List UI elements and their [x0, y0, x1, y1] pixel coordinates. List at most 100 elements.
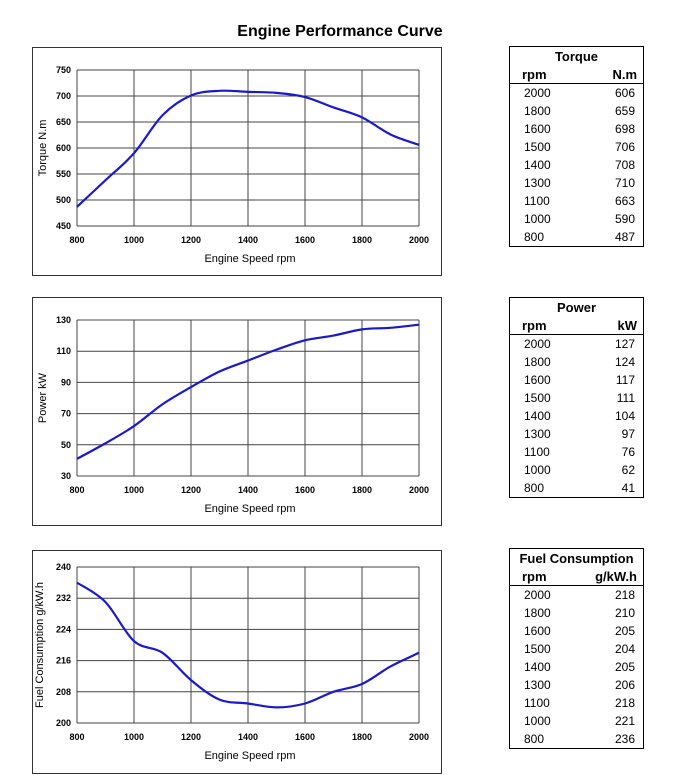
power-chart: 800 1000 1200 1400 1600 1800 2000 30 50 70 90 110 13… — [32, 297, 442, 526]
y-tick-label: 450 — [56, 221, 71, 231]
x-tick-label: 800 — [69, 732, 84, 742]
rpm-cell: 1400 — [524, 158, 551, 172]
value-cell: 206 — [614, 678, 635, 692]
x-tick-label: 1600 — [295, 485, 315, 495]
y-tick-label: 700 — [56, 91, 71, 101]
value-cell: 218 — [614, 588, 635, 602]
x-tick-label: 1000 — [124, 732, 144, 742]
y-tick-label: 600 — [56, 143, 71, 153]
table-row: 1100 218 — [510, 694, 643, 712]
value-cell: 487 — [614, 230, 635, 244]
table-header: Torque rpm N.m — [510, 47, 643, 84]
value-cell: 205 — [614, 660, 635, 674]
x-tick-label: 2000 — [409, 235, 429, 245]
value-cell: 710 — [614, 176, 635, 190]
y-axis-label: Torque N.m — [37, 120, 49, 177]
page-title: Engine Performance Curve — [237, 23, 443, 40]
rpm-cell: 2000 — [524, 86, 551, 100]
value-cell: 221 — [614, 714, 635, 728]
value-cell: 663 — [614, 194, 635, 208]
y-tick-label: 240 — [56, 562, 71, 572]
x-tick-label: 2000 — [409, 732, 429, 742]
table-row: 1500 706 — [510, 138, 643, 156]
value-cell: 41 — [621, 481, 635, 495]
table-title: Power — [556, 300, 596, 315]
torque-chart: 800 1000 1200 1400 1600 1800 2000 450 500 550 600 6… — [32, 47, 442, 276]
rpm-cell: 1100 — [524, 445, 550, 459]
table-row: 1300 710 — [510, 174, 643, 192]
y-tick-label: 550 — [56, 169, 71, 179]
value-cell: 659 — [614, 104, 635, 118]
y-tick-label: 650 — [56, 117, 71, 127]
y-tick-label: 750 — [56, 65, 71, 75]
value-cell: 111 — [616, 391, 635, 405]
y-tick-label: 208 — [56, 687, 71, 697]
value-cell: 708 — [614, 158, 635, 172]
x-tick-label: 1800 — [352, 732, 372, 742]
value-cell: 590 — [614, 212, 635, 226]
x-tick-label: 1400 — [238, 235, 258, 245]
column-header-value: N.m — [612, 67, 637, 82]
rpm-cell: 1600 — [524, 624, 551, 638]
chart-svg: 800 1000 1200 1400 1600 1800 2000 450 500 550 600 6… — [37, 65, 429, 265]
rpm-cell: 1000 — [524, 463, 551, 477]
x-tick-label: 800 — [69, 485, 84, 495]
table-row: 1800 659 — [510, 102, 643, 120]
x-tick-label: 1800 — [352, 485, 372, 495]
x-tick-label: 1200 — [181, 732, 201, 742]
value-cell: 124 — [614, 355, 635, 369]
x-tick-label: 1600 — [295, 235, 315, 245]
table-row: 1000 221 — [510, 712, 643, 730]
y-tick-label: 90 — [61, 377, 71, 387]
y-tick-label: 232 — [56, 593, 71, 603]
x-tick-label: 1400 — [238, 732, 258, 742]
value-cell: 204 — [614, 642, 635, 656]
fuel-consumption-chart: 800 1000 1200 1400 1600 1800 2000 200 208 216 224 2… — [32, 550, 442, 774]
table-row: 1400 205 — [510, 658, 643, 676]
table-row: 1000 62 — [510, 461, 643, 479]
rpm-cell: 800 — [524, 481, 545, 495]
rpm-cell: 1300 — [524, 427, 551, 441]
rpm-cell: 1300 — [524, 678, 551, 692]
rpm-cell: 1500 — [524, 140, 551, 154]
table-row: 1300 206 — [510, 676, 643, 694]
rpm-cell: 800 — [524, 230, 545, 244]
table-row: 1100 663 — [510, 192, 643, 210]
rpm-cell: 1800 — [524, 104, 551, 118]
column-header-value: g/kW.h — [595, 569, 637, 584]
table-row: 1100 76 — [510, 443, 643, 461]
table-row: 1600 698 — [510, 120, 643, 138]
value-cell: 606 — [614, 86, 635, 100]
rpm-cell: 2000 — [524, 337, 551, 351]
table-header: Power rpm kW — [510, 298, 643, 335]
table-header: Fuel Consumption rpm g/kW.h — [510, 549, 643, 586]
rpm-cell: 800 — [524, 732, 545, 746]
column-header-rpm: rpm — [522, 569, 547, 584]
rpm-cell: 1500 — [524, 391, 551, 405]
table-row: 1600 205 — [510, 622, 643, 640]
table-row: 1400 104 — [510, 407, 643, 425]
value-cell: 210 — [614, 606, 635, 620]
y-tick-label: 224 — [56, 624, 71, 634]
y-tick-label: 110 — [56, 346, 71, 356]
x-tick-label: 1400 — [238, 485, 258, 495]
x-tick-label: 1800 — [352, 235, 372, 245]
rpm-cell: 1800 — [524, 606, 551, 620]
x-tick-label: 1600 — [295, 732, 315, 742]
x-tick-label: 800 — [69, 235, 84, 245]
chart-svg: 800 1000 1200 1400 1600 1800 2000 200 208 216 224 2… — [34, 562, 429, 762]
rpm-cell: 1000 — [524, 714, 551, 728]
rpm-cell: 1500 — [524, 642, 551, 656]
column-header-rpm: rpm — [522, 67, 547, 82]
value-cell: 97 — [621, 427, 635, 441]
rpm-cell: 1800 — [524, 355, 551, 369]
table-row: 800 41 — [510, 479, 643, 497]
rpm-cell: 1100 — [524, 696, 550, 710]
y-axis-label: Fuel Consumption g/kW.h — [34, 582, 46, 708]
rpm-cell: 1100 — [524, 194, 550, 208]
x-axis-label: Engine Speed rpm — [204, 253, 295, 265]
table-title: Torque — [554, 49, 599, 64]
y-tick-label: 70 — [61, 409, 71, 419]
x-tick-label: 1000 — [124, 235, 144, 245]
table-row: 1300 97 — [510, 425, 643, 443]
